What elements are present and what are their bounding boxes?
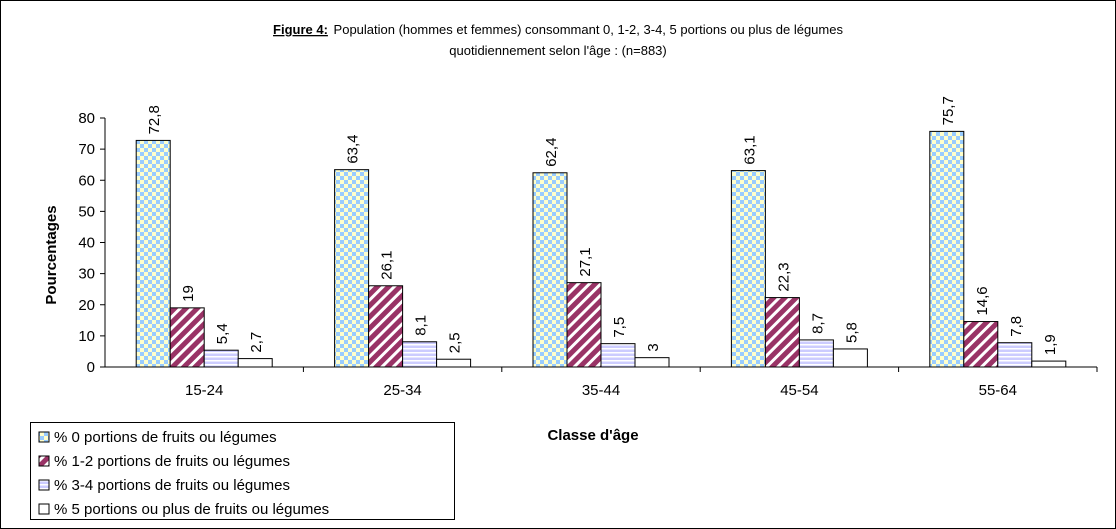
bar	[832, 348, 868, 368]
data-label: 27,1	[577, 247, 594, 276]
data-label: 5,4	[214, 323, 231, 344]
data-label: 7,5	[611, 317, 628, 338]
x-tick-label: 35-44	[582, 382, 620, 399]
x-axis-label: Classe d'âge	[547, 427, 638, 444]
legend-swatch	[38, 503, 50, 515]
legend-label: % 0 portions de fruits ou légumes	[54, 429, 277, 446]
data-label: 2,5	[447, 332, 464, 353]
bar	[402, 341, 438, 368]
x-tick-label: 45-54	[780, 382, 818, 399]
bar	[600, 343, 636, 368]
x-tick-label: 25-34	[383, 382, 421, 399]
y-tick-label: 10	[78, 328, 95, 345]
bar	[929, 130, 965, 368]
y-tick-label: 50	[78, 203, 95, 220]
bar	[798, 339, 834, 368]
data-label: 63,4	[345, 134, 362, 163]
bar	[169, 307, 205, 368]
bar	[566, 282, 602, 368]
bar	[634, 357, 670, 368]
bar	[1031, 360, 1067, 368]
data-label: 8,7	[809, 313, 826, 334]
y-tick-label: 0	[87, 359, 95, 376]
figure-label: Figure 4:	[273, 22, 328, 37]
data-label: 1,9	[1042, 334, 1059, 355]
data-label: 19	[180, 285, 197, 302]
y-tick-label: 60	[78, 172, 95, 189]
y-axis-label: Pourcentages	[43, 205, 60, 304]
bar	[997, 342, 1033, 368]
bar	[436, 358, 472, 368]
data-label: 26,1	[379, 251, 396, 280]
data-label: 5,8	[843, 322, 860, 343]
data-label: 14,6	[974, 286, 991, 315]
bar	[135, 139, 171, 368]
legend-swatch	[38, 431, 50, 443]
data-label: 7,8	[1008, 316, 1025, 337]
data-label: 63,1	[741, 135, 758, 164]
legend-label: % 5 portions ou plus de fruits ou légume…	[54, 501, 329, 518]
y-tick-label: 30	[78, 266, 95, 283]
bar	[532, 172, 568, 368]
bar	[963, 321, 999, 368]
data-label: 8,1	[413, 315, 430, 336]
legend-swatch	[38, 455, 50, 467]
y-tick-label: 80	[78, 110, 95, 127]
chart-title: Figure 4: Population (hommes et femmes) …	[273, 22, 843, 37]
data-label: 62,4	[543, 138, 560, 167]
legend-swatch	[38, 479, 50, 491]
y-tick-label: 40	[78, 235, 95, 252]
bar	[334, 169, 370, 368]
data-label: 3	[645, 343, 662, 351]
y-tick-label: 20	[78, 297, 95, 314]
bar	[368, 285, 404, 368]
x-tick-label: 55-64	[979, 382, 1017, 399]
data-label: 72,8	[146, 105, 163, 134]
data-label: 75,7	[940, 96, 957, 125]
data-label: 2,7	[248, 332, 265, 353]
bar	[764, 297, 800, 368]
x-tick-label: 15-24	[185, 382, 223, 399]
y-tick-label: 70	[78, 141, 95, 158]
legend-label: % 1-2 portions de fruits ou légumes	[54, 453, 290, 470]
title-line: quotidiennement selon l'âge : (n=883)	[449, 43, 667, 58]
legend-label: % 3-4 portions de fruits ou légumes	[54, 477, 290, 494]
legend	[30, 422, 455, 520]
bar	[237, 358, 273, 368]
bar	[203, 349, 239, 368]
data-label: 22,3	[775, 262, 792, 291]
bar	[730, 170, 766, 368]
title-line: Population (hommes et femmes) consommant…	[334, 22, 844, 37]
